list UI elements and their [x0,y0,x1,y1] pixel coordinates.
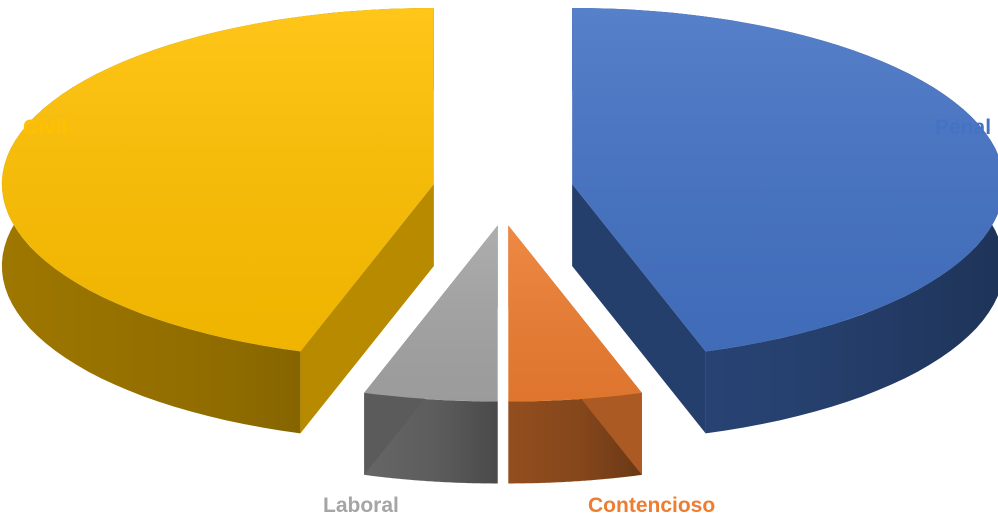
slice-wall-penal-1 [572,183,706,434]
slice-wall-civil-0 [300,183,434,434]
slice-label-civil: Civil [23,116,67,139]
slice-top-shade-contencioso [508,225,642,402]
slice-contencioso [508,225,642,484]
pie-labels: Penal Contencioso Laboral Civil [23,116,991,517]
slice-label-penal: Penal [935,116,991,139]
slice-laboral [364,225,498,484]
slice-top-shade-penal [572,7,998,352]
slice-top-shade-civil [1,7,434,352]
slice-label-contencioso: Contencioso [588,494,715,517]
slice-top-shade-laboral [364,225,498,402]
slice-civil [1,7,434,434]
slice-label-laboral: Laboral [323,494,399,517]
slice-penal [572,7,998,434]
pie-slices [1,7,998,484]
